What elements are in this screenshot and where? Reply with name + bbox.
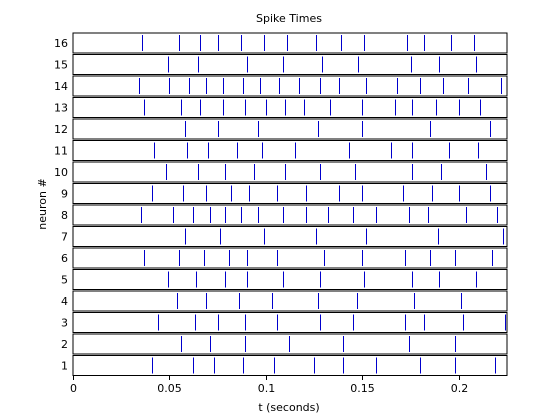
neuron-row-15 [73, 55, 507, 75]
y-axis-label: neuron # [36, 178, 49, 229]
neuron-row-16 [73, 33, 507, 53]
neuron-row-1 [73, 356, 507, 376]
y-tick-label: 12 [54, 123, 68, 136]
y-tick-label: 6 [61, 252, 68, 265]
x-axis-label: t (seconds) [258, 401, 319, 414]
y-tick-label: 4 [61, 295, 68, 308]
y-tick-label: 14 [54, 80, 68, 93]
neuron-row-6 [73, 248, 507, 268]
y-tick-label: 8 [61, 209, 68, 222]
x-tick-label: 0 [70, 382, 77, 395]
y-tick-label: 13 [54, 102, 68, 115]
x-tick-label: 0.05 [157, 382, 182, 395]
neuron-row-13 [73, 98, 507, 118]
y-tick-label: 11 [54, 145, 68, 158]
y-tick-label: 15 [54, 59, 68, 72]
y-tick-label: 9 [61, 188, 68, 201]
x-tick-label: 0.1 [258, 382, 276, 395]
neuron-row-14 [73, 76, 507, 96]
y-tick-label: 7 [61, 231, 68, 244]
x-tick-label: 0.2 [451, 382, 469, 395]
neuron-row-3 [73, 313, 507, 333]
neuron-row-4 [73, 291, 507, 311]
y-tick-label: 3 [61, 317, 68, 330]
neuron-row-11 [73, 141, 507, 161]
x-tick-label: 0.15 [350, 382, 375, 395]
y-tick-label: 2 [61, 338, 68, 351]
neuron-row-12 [73, 119, 507, 139]
neuron-row-7 [73, 227, 507, 247]
y-tick-label: 10 [54, 166, 68, 179]
neuron-row-5 [73, 270, 507, 290]
neuron-row-8 [73, 205, 507, 225]
y-tick-label: 16 [54, 37, 68, 50]
neuron-row-9 [73, 184, 507, 204]
y-tick-label: 1 [61, 360, 68, 373]
y-tick-label: 5 [61, 274, 68, 287]
chart-title: Spike Times [256, 12, 322, 25]
